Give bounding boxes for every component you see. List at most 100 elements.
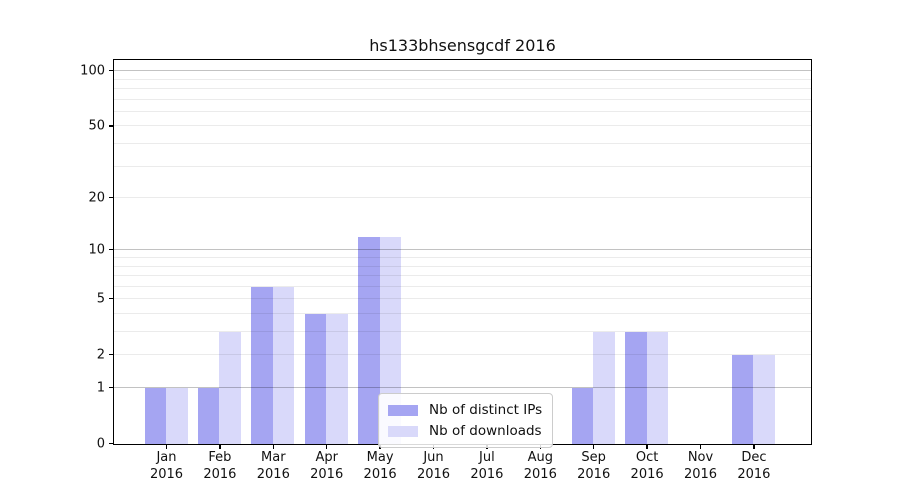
x-tick-mark-mar — [272, 444, 274, 449]
x-tick-mark-sep — [593, 444, 595, 449]
y-tick-mark-0 — [108, 442, 114, 445]
bar-nb-of-distinct-ips-feb — [197, 388, 220, 444]
x-tick-month: Dec — [741, 450, 767, 465]
x-tick-month: Apr — [315, 450, 338, 465]
x-tick-month: Jul — [479, 450, 495, 465]
bar-nb-of-distinct-ips-may — [358, 236, 380, 444]
x-tick-month: Mar — [261, 450, 286, 465]
bar-nb-of-distinct-ips-jan — [144, 388, 166, 444]
x-tick-month: Aug — [527, 450, 553, 465]
x-tick-month: Jun — [423, 450, 444, 465]
bar-nb-of-distinct-ips-apr — [304, 314, 327, 444]
x-tick-label-may: May 2016 — [338, 450, 422, 483]
x-tick-month: Nov — [687, 450, 714, 465]
bar-nb-of-downloads-feb — [219, 332, 241, 444]
y-tick-mark-20 — [108, 196, 114, 199]
gridline-minor-50 — [114, 125, 811, 127]
gridline-minor-80 — [114, 88, 811, 89]
legend-label-1: Nb of downloads — [429, 423, 542, 439]
bar-nb-of-downloads-dec — [753, 355, 775, 444]
x-tick-label-nov: Nov 2016 — [659, 450, 743, 483]
bar-nb-of-distinct-ips-sep — [571, 388, 594, 444]
bar-nb-of-downloads-mar — [272, 286, 295, 444]
gridline-minor-30 — [114, 165, 811, 167]
x-tick-year: 2016 — [416, 466, 451, 482]
y-tick-label-0: 0 — [96, 436, 105, 451]
y-tick-label-20: 20 — [88, 190, 105, 206]
gridline-major-100 — [114, 70, 811, 72]
bar-nb-of-distinct-ips-mar — [251, 286, 273, 444]
x-tick-month: Oct — [635, 450, 659, 465]
x-tick-year: 2016 — [577, 466, 611, 482]
legend-row-1: Nb of downloads — [388, 422, 542, 440]
y-tick-label-1: 1 — [96, 380, 105, 395]
x-tick-month: Feb — [208, 450, 232, 465]
bar-nb-of-downloads-may — [379, 236, 402, 444]
bar-nb-of-downloads-oct — [646, 332, 669, 444]
x-tick-year: 2016 — [363, 466, 397, 482]
bar-nb-of-downloads-sep — [593, 332, 615, 444]
y-tick-label-5: 5 — [96, 291, 105, 307]
gridline-minor-60 — [114, 110, 811, 112]
x-tick-year: 2016 — [683, 466, 718, 482]
x-tick-label-jul: Jul 2016 — [445, 450, 529, 483]
x-tick-label-aug: Aug 2016 — [498, 450, 582, 483]
legend-row-0: Nb of distinct IPs — [388, 401, 542, 419]
x-tick-mark-apr — [326, 444, 328, 449]
y-tick-mark-50 — [108, 125, 114, 127]
gridline-minor-3 — [114, 331, 811, 332]
gridline-minor-4 — [114, 313, 811, 314]
y-tick-label-2: 2 — [96, 347, 105, 363]
y-tick-mark-10 — [108, 249, 114, 251]
gridline-minor-8 — [114, 265, 811, 267]
y-tick-label-100: 100 — [80, 63, 105, 79]
x-tick-label-jan: Jan 2016 — [125, 450, 209, 483]
legend-swatch-1 — [388, 425, 418, 437]
gridline-minor-6 — [114, 285, 811, 287]
bar-nb-of-distinct-ips-dec — [731, 355, 754, 444]
x-tick-label-mar: Mar 2016 — [231, 450, 315, 483]
x-tick-month: Sep — [581, 450, 606, 465]
gridline-major-1 — [114, 387, 811, 388]
x-tick-mark-oct — [646, 444, 648, 449]
x-tick-month: Jan — [156, 450, 177, 465]
plot-area — [113, 59, 812, 445]
x-tick-mark-feb — [219, 444, 221, 449]
y-tick-label-10: 10 — [88, 242, 105, 258]
bar-nb-of-downloads-jan — [166, 388, 188, 444]
bar-nb-of-downloads-apr — [326, 314, 348, 444]
gridline-major-10 — [114, 249, 811, 251]
x-tick-label-feb: Feb 2016 — [178, 450, 262, 483]
gridline-minor-7 — [114, 275, 811, 276]
x-tick-label-dec: Dec 2016 — [712, 450, 796, 483]
legend: Nb of distinct IPs Nb of downloads — [378, 393, 554, 448]
gridline-minor-70 — [114, 98, 811, 100]
x-tick-year: 2016 — [630, 466, 664, 482]
gridline-minor-9 — [114, 257, 811, 258]
x-tick-year: 2016 — [470, 466, 504, 482]
x-tick-mark-jan — [165, 444, 168, 449]
x-tick-year: 2016 — [256, 466, 290, 482]
gridline-minor-40 — [114, 143, 811, 144]
x-tick-year: 2016 — [737, 466, 771, 482]
chart-title: hs133bhsensgcdf 2016 — [369, 36, 556, 55]
gridline-minor-5 — [114, 298, 811, 300]
legend-swatch-0 — [388, 404, 418, 416]
y-tick-mark-5 — [108, 298, 114, 300]
x-tick-year: 2016 — [149, 466, 184, 482]
x-tick-year: 2016 — [310, 466, 344, 482]
gridline-minor-2 — [114, 354, 811, 356]
x-tick-mark-nov — [699, 444, 702, 449]
legend-label-0: Nb of distinct IPs — [429, 402, 543, 418]
x-tick-month: May — [366, 450, 394, 465]
x-tick-mark-dec — [753, 444, 755, 449]
y-tick-mark-100 — [108, 70, 114, 72]
x-tick-label-sep: Sep 2016 — [552, 450, 636, 483]
x-tick-label-jun: Jun 2016 — [392, 450, 476, 483]
x-tick-year: 2016 — [203, 466, 237, 482]
x-tick-label-oct: Oct 2016 — [605, 450, 689, 483]
gridline-minor-90 — [114, 78, 811, 80]
x-tick-year: 2016 — [523, 466, 557, 482]
y-tick-mark-2 — [108, 354, 114, 356]
